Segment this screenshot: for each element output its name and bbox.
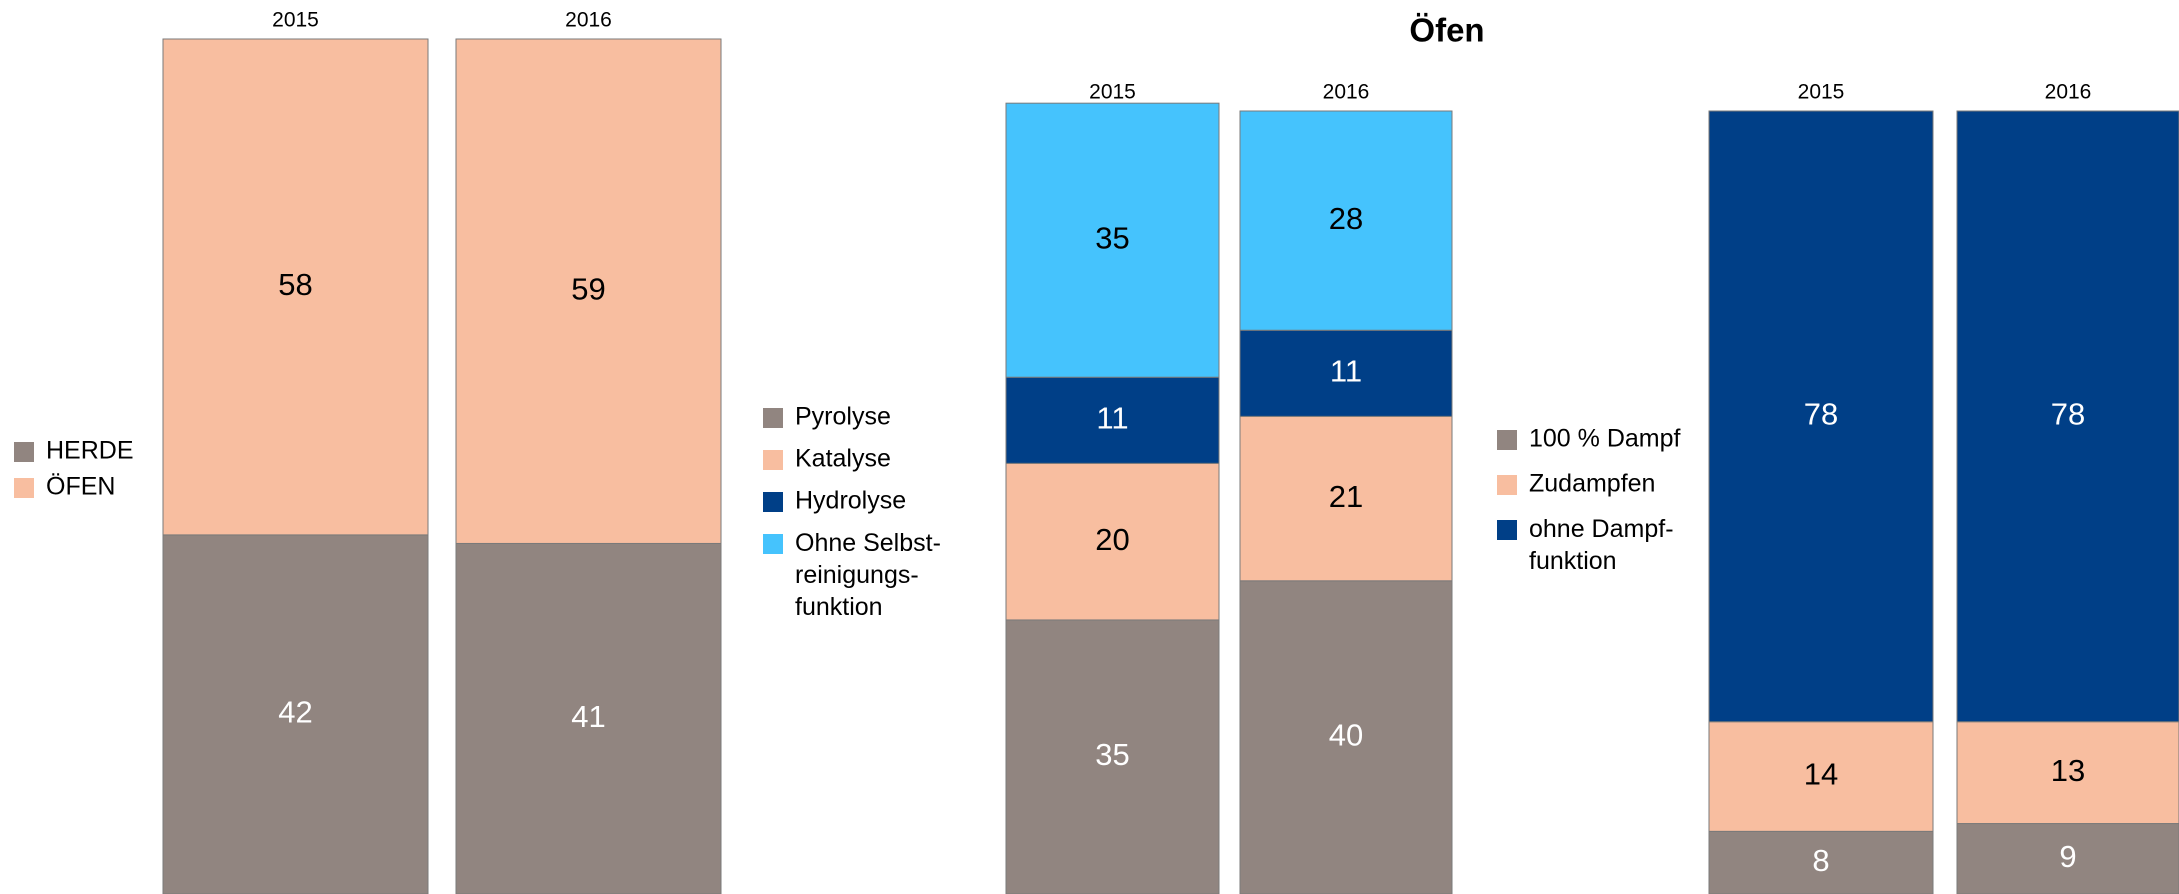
bar-segment (1708, 830, 1934, 894)
value-label: 8 (1812, 843, 1829, 878)
value-label: 78 (1804, 397, 1838, 432)
bar-segment (1708, 721, 1934, 832)
legend-swatch (763, 492, 783, 512)
legend-label: Pyrolyse (795, 403, 891, 431)
x-tick-label: 2015 (1798, 81, 1845, 104)
legend-label: ohne Dampf-funktion (1529, 515, 1674, 575)
value-label: 28 (1329, 201, 1363, 236)
value-label: 42 (278, 695, 312, 730)
legend-swatch (1497, 520, 1517, 540)
value-label: 40 (1329, 718, 1363, 753)
legend-label: Hydrolyse (795, 487, 906, 515)
bar-segment (1239, 580, 1453, 894)
value-label: 11 (1096, 400, 1128, 435)
legend-label: 100 % Dampf (1529, 425, 1681, 453)
value-label: 35 (1095, 737, 1129, 772)
bar-segment (1956, 721, 2179, 825)
value-label: 14 (1804, 757, 1838, 792)
value-label: 41 (571, 699, 605, 734)
legend-swatch (14, 442, 34, 462)
value-label: 35 (1095, 220, 1129, 255)
legend-swatch (763, 534, 783, 554)
x-tick-label: 2016 (565, 9, 612, 32)
value-label: 58 (278, 267, 312, 302)
legend-swatch (1497, 475, 1517, 495)
legend-swatch (763, 450, 783, 470)
value-label: 21 (1329, 479, 1363, 514)
legend-label: Ohne Selbst-reinigungs-funktion (795, 529, 941, 621)
bar-segment (1005, 619, 1220, 894)
value-label: 13 (2051, 753, 2085, 788)
bar-segment (1239, 329, 1453, 417)
legend-swatch (14, 478, 34, 498)
value-label: 11 (1330, 353, 1362, 388)
x-tick-label: 2016 (1323, 81, 1370, 104)
legend-label: HERDE (46, 437, 134, 465)
bar-segment (455, 542, 722, 894)
bar-segment (1956, 823, 2179, 894)
bar-segment (162, 534, 429, 894)
x-tick-label: 2015 (272, 9, 319, 32)
x-tick-label: 2015 (1089, 81, 1136, 104)
value-label: 78 (2051, 397, 2085, 432)
legend-label: ÖFEN (46, 473, 115, 501)
bar-segment (1708, 110, 1934, 723)
bar-segment (162, 38, 429, 536)
value-label: 59 (571, 271, 605, 306)
legend-swatch (763, 408, 783, 428)
value-label: 9 (2059, 839, 2076, 874)
bar-segment (1239, 110, 1453, 331)
bar-segment (455, 38, 722, 544)
bar-segment (1956, 110, 2179, 723)
legend-label: Katalyse (795, 445, 891, 473)
bar-segment (1239, 415, 1453, 582)
legend-label: Zudampfen (1529, 470, 1655, 498)
value-label: 20 (1095, 522, 1129, 557)
legend-swatch (1497, 430, 1517, 450)
chart-title: Öfen (1409, 12, 1484, 49)
x-tick-label: 2016 (2045, 81, 2092, 104)
bar-segment (1005, 102, 1220, 378)
